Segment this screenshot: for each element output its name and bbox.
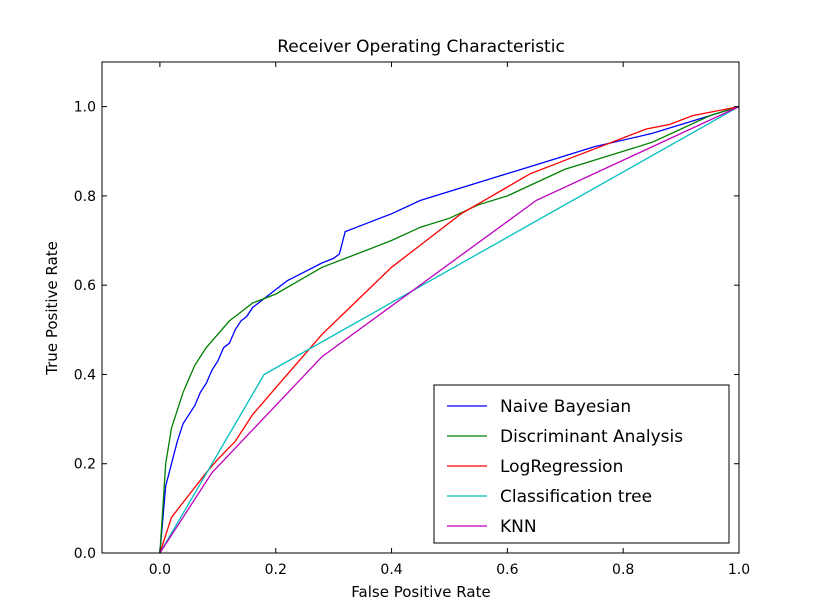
series-line-1 [159, 105, 740, 554]
series-line-5 [159, 106, 740, 554]
legend-label-5: KNN [500, 517, 537, 537]
y-tick-label: 0.4 [74, 367, 96, 383]
x-tick-label: 0.8 [612, 562, 634, 578]
series-line-3 [159, 105, 740, 554]
x-tick-label: 0.6 [496, 562, 518, 578]
y-tick-label: 0.0 [74, 546, 96, 562]
x-tick-label: 0.4 [380, 562, 402, 578]
ticks-layer: 0.0 0.2 0.4 0.6 0.8 1.0 0.0 0.2 0.4 0.6 0.8 1.0 [74, 62, 750, 578]
x-tick-label: 0.0 [149, 562, 171, 578]
y-axis-label: True Positive Rate [43, 241, 61, 376]
y-tick-label: 0.2 [74, 457, 96, 473]
plot-frame [101, 61, 740, 554]
series-line-2 [159, 105, 740, 554]
x-axis-label: False Positive Rate [351, 583, 490, 601]
legend-label-1: Naive Bayesian [500, 397, 631, 417]
series-line-4 [159, 106, 740, 554]
y-tick-label: 1.0 [74, 100, 96, 116]
legend-label-2: Discriminant Analysis [500, 427, 683, 447]
x-tick-label: 0.2 [265, 562, 287, 578]
legend-label-3: LogRegression [500, 457, 623, 477]
x-tick-label: 1.0 [728, 562, 750, 578]
chart-title: Receiver Operating Characteristic [277, 37, 565, 57]
legend-label-4: Classification tree [500, 487, 652, 507]
legend: Naive Bayesian Discriminant Analysis LogRe… [433, 384, 730, 544]
y-tick-label: 0.8 [74, 189, 96, 205]
series-layer [159, 105, 740, 554]
legend-box [433, 384, 730, 544]
y-tick-label: 0.6 [74, 278, 96, 294]
